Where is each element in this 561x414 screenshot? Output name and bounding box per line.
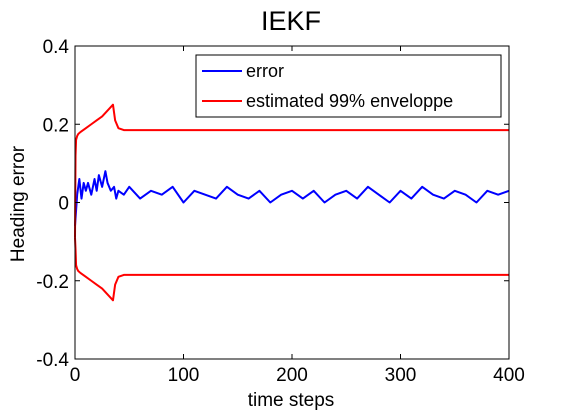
y-axis-label: Heading error (8, 145, 29, 262)
axes-group: 0 100 200 300 400 -0.4 -0.2 0 0.2 0.4 (36, 37, 525, 386)
x-axis-label: time steps (248, 390, 335, 411)
series-line-0 (74, 170, 510, 227)
legend: error estimated 99% enveloppe (195, 54, 502, 118)
series-group (74, 103, 510, 302)
legend-label-1: estimated 99% enveloppe (246, 91, 453, 111)
series-line-2 (74, 237, 509, 302)
y-tick-label: 0.2 (43, 115, 69, 136)
y-tick-label: 0 (58, 194, 69, 215)
y-tick-label: -0.2 (36, 272, 69, 293)
x-tick-label: 200 (276, 365, 308, 386)
x-tick-label: 400 (493, 365, 525, 386)
x-tick-label: 0 (70, 365, 81, 386)
legend-box (195, 54, 502, 118)
legend-label-0: error (246, 61, 284, 81)
series-line-1 (74, 103, 509, 238)
x-tick-label: 300 (385, 365, 417, 386)
chart-title: IEKF (261, 6, 321, 36)
y-tick-label: -0.4 (36, 350, 69, 371)
y-tick-label: 0.4 (43, 37, 70, 58)
x-tick-label: 100 (168, 365, 200, 386)
